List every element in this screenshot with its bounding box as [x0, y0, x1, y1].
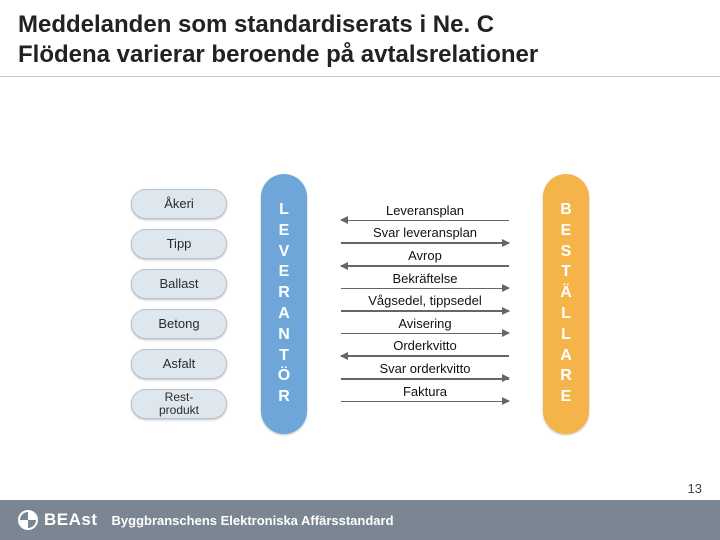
flow-label: Avrop	[408, 248, 442, 263]
flow-item: Svar leveransplan	[341, 225, 509, 247]
arrow-right-icon	[341, 242, 509, 244]
arrow-left-icon	[341, 355, 509, 357]
message-flow-column: Leveransplan Svar leveransplan Avrop Bekräf…	[341, 203, 509, 405]
flow-label: Orderkvitto	[393, 338, 457, 353]
footer-inner: BEAst Byggbranschens Elektroniska Affärs…	[0, 500, 720, 540]
title-line-2: Flödena varierar beroende på avtalsrelat…	[18, 40, 702, 70]
arrow-right-icon	[341, 401, 509, 403]
category-pill: Ballast	[131, 269, 227, 299]
band-char: T	[279, 346, 289, 367]
arrow-right-icon	[341, 378, 509, 380]
category-pill: Åkeri	[131, 189, 227, 219]
title-line-1: Meddelanden som standardiserats i Ne. C	[18, 10, 702, 40]
brand-mark-icon	[18, 510, 38, 530]
footer-bar: BEAst Byggbranschens Elektroniska Affärs…	[0, 500, 720, 540]
band-char: T	[561, 262, 571, 283]
arrow-left-icon	[341, 265, 509, 267]
flow-item: Avrop	[341, 248, 509, 270]
band-char: B	[560, 200, 572, 221]
diagram-layout: Åkeri Tipp Ballast Betong Asfalt Rest- produk…	[18, 90, 702, 478]
flow-item: Vågsedel, tippsedel	[341, 293, 509, 315]
flow-label: Avisering	[398, 316, 451, 331]
band-char: Ä	[560, 283, 572, 304]
page-number: 13	[688, 481, 702, 496]
arrow-left-icon	[341, 220, 509, 222]
flow-item: Bekräftelse	[341, 271, 509, 293]
band-char: L	[561, 304, 571, 325]
category-pill: Betong	[131, 309, 227, 339]
band-char: L	[279, 200, 289, 221]
band-char: Ö	[278, 366, 290, 387]
brand-name: BEAst	[44, 510, 98, 530]
band-char: A	[278, 304, 290, 325]
slide: Meddelanden som standardiserats i Ne. C …	[0, 0, 720, 540]
band-char: N	[278, 325, 290, 346]
band-char: R	[560, 366, 572, 387]
customer-band: BESTÄLLARE	[543, 174, 589, 434]
flow-item: Leveransplan	[341, 203, 509, 225]
arrow-right-icon	[341, 310, 509, 312]
content-area: Åkeri Tipp Ballast Betong Asfalt Rest- produk…	[18, 90, 702, 478]
category-pill: Tipp	[131, 229, 227, 259]
band-char: E	[279, 262, 290, 283]
flow-item: Orderkvitto	[341, 338, 509, 360]
band-char: S	[561, 242, 572, 263]
category-pill: Asfalt	[131, 349, 227, 379]
flow-label: Leveransplan	[386, 203, 464, 218]
flow-item: Avisering	[341, 316, 509, 338]
title-block: Meddelanden som standardiserats i Ne. C …	[0, 0, 720, 77]
arrow-right-icon	[341, 288, 509, 290]
flow-label: Bekräftelse	[392, 271, 457, 286]
band-char: E	[561, 387, 572, 408]
band-char: L	[561, 325, 571, 346]
category-pill: Rest- produkt	[131, 389, 227, 419]
category-pill-column: Åkeri Tipp Ballast Betong Asfalt Rest- produk…	[131, 189, 227, 419]
flow-label: Vågsedel, tippsedel	[368, 293, 481, 308]
brand-logo: BEAst	[18, 510, 98, 530]
flow-label: Svar orderkvitto	[379, 361, 470, 376]
footer-tagline: Byggbranschens Elektroniska Affärsstanda…	[112, 513, 394, 528]
band-char: A	[560, 346, 572, 367]
band-char: R	[278, 387, 290, 408]
flow-item: Faktura	[341, 384, 509, 406]
supplier-band: LEVERANTÖR	[261, 174, 307, 434]
band-char: V	[279, 242, 290, 263]
band-char: E	[561, 221, 572, 242]
flow-label: Faktura	[403, 384, 447, 399]
flow-label: Svar leveransplan	[373, 225, 477, 240]
flow-item: Svar orderkvitto	[341, 361, 509, 383]
band-char: R	[278, 283, 290, 304]
band-char: E	[279, 221, 290, 242]
arrow-right-icon	[341, 333, 509, 335]
